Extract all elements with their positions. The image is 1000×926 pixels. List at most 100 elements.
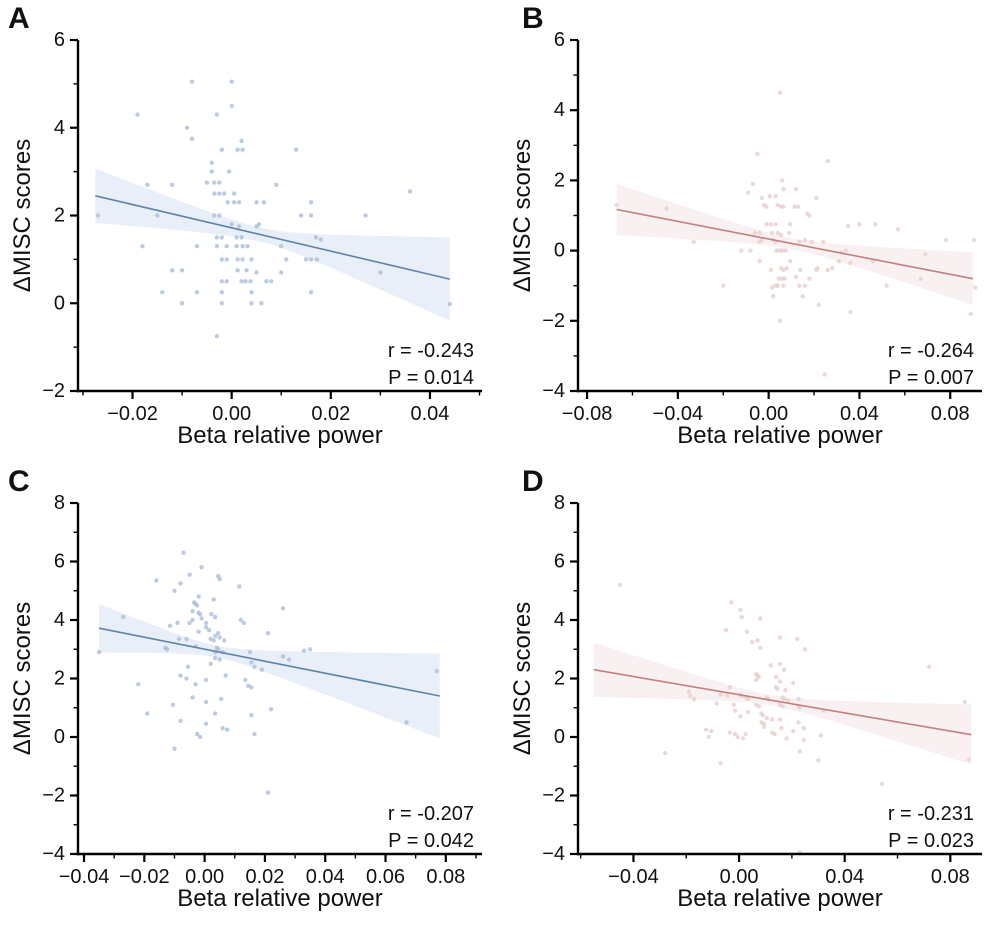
data-point <box>788 258 793 264</box>
data-point <box>791 680 796 686</box>
data-point <box>203 721 209 726</box>
data-point <box>176 636 182 642</box>
data-point <box>196 629 201 634</box>
data-point <box>962 699 967 705</box>
data-point <box>187 620 192 626</box>
data-point <box>758 616 763 621</box>
data-point <box>204 180 210 185</box>
data-point <box>780 704 785 709</box>
data-point <box>235 268 240 273</box>
stat-p: P = 0.023 <box>888 830 974 852</box>
data-point <box>199 565 204 570</box>
data-point <box>618 582 623 588</box>
y-tick-label: 4 <box>54 117 65 139</box>
data-point <box>845 223 851 229</box>
x-tick-label: 0.00 <box>720 866 759 888</box>
data-point <box>238 617 243 623</box>
data-point <box>822 372 827 377</box>
data-point <box>740 736 746 741</box>
data-point <box>269 279 274 284</box>
data-point <box>214 244 219 249</box>
data-point <box>757 258 762 264</box>
data-point <box>216 631 221 636</box>
data-point <box>777 90 783 95</box>
data-point <box>190 609 195 614</box>
data-point <box>194 290 200 295</box>
data-point <box>229 103 234 109</box>
data-point <box>795 636 800 642</box>
stat-p: P = 0.014 <box>388 367 474 389</box>
data-point <box>172 746 177 751</box>
data-point <box>184 125 190 130</box>
data-layer <box>593 582 972 855</box>
data-point <box>772 731 777 737</box>
data-point <box>809 239 814 244</box>
data-point <box>739 248 744 253</box>
y-tick-label: 0 <box>54 726 65 748</box>
data-point <box>243 677 248 683</box>
data-point <box>224 244 229 249</box>
data-point <box>178 581 183 586</box>
data-point <box>219 301 224 306</box>
x-axis-label: Beta relative power <box>677 885 882 912</box>
data-point <box>249 685 254 690</box>
data-point <box>732 708 738 713</box>
data-point <box>778 232 784 237</box>
data-point <box>802 237 808 243</box>
data-point <box>213 711 218 716</box>
data-point <box>219 290 224 295</box>
data-point <box>234 235 239 240</box>
data-point <box>973 285 978 290</box>
x-tick-label: −0.04 <box>59 866 110 888</box>
data-point <box>224 279 229 284</box>
x-tick-label: 0.02 <box>245 866 284 888</box>
data-point <box>843 248 848 253</box>
panel-letter-C: C <box>8 465 30 498</box>
data-point <box>208 661 213 667</box>
x-tick-label: 0.04 <box>306 866 345 888</box>
y-tick-label: 4 <box>554 609 565 631</box>
data-point <box>268 707 274 712</box>
data-point <box>206 628 212 633</box>
data-point <box>249 660 254 665</box>
data-point <box>194 244 200 249</box>
data-point <box>217 191 222 196</box>
scatter-points <box>96 550 439 795</box>
data-point <box>686 689 692 694</box>
data-point <box>714 701 719 706</box>
data-point <box>750 639 755 645</box>
data-point <box>879 781 884 786</box>
data-point <box>187 572 192 577</box>
data-point <box>217 576 222 582</box>
data-point <box>781 283 786 288</box>
regression-line <box>98 627 440 697</box>
data-point <box>239 235 244 240</box>
x-tick-label: 0.06 <box>366 866 405 888</box>
data-point <box>265 631 271 636</box>
data-point <box>800 294 805 299</box>
data-point <box>261 200 267 205</box>
data-point <box>767 194 772 199</box>
x-tick-label: 0.04 <box>825 866 864 888</box>
data-point <box>775 686 780 691</box>
regression-line <box>593 668 972 736</box>
data-point <box>239 279 244 284</box>
x-axis-label: Beta relative power <box>677 422 882 449</box>
data-point <box>752 230 758 236</box>
x-tick-label: −0.04 <box>653 403 704 425</box>
x-tick-label: −0.04 <box>608 866 659 888</box>
data-point <box>203 620 209 626</box>
panel-C: C −0.04 −0.02 0.00 0.02 0.04 0.06 0.08 −4 −2 0 2 4 6… <box>0 463 500 926</box>
stats-annotation: r = -0.231 P = 0.023 <box>888 803 974 852</box>
data-point <box>217 180 222 185</box>
data-point <box>209 612 214 617</box>
data-point <box>197 734 203 740</box>
data-point <box>264 279 269 284</box>
x-tick-label: 0.04 <box>410 403 449 425</box>
data-point <box>308 290 314 295</box>
data-point <box>227 169 232 174</box>
data-point <box>209 169 214 174</box>
data-point <box>738 714 743 719</box>
data-point <box>179 268 185 273</box>
data-point <box>764 204 769 209</box>
